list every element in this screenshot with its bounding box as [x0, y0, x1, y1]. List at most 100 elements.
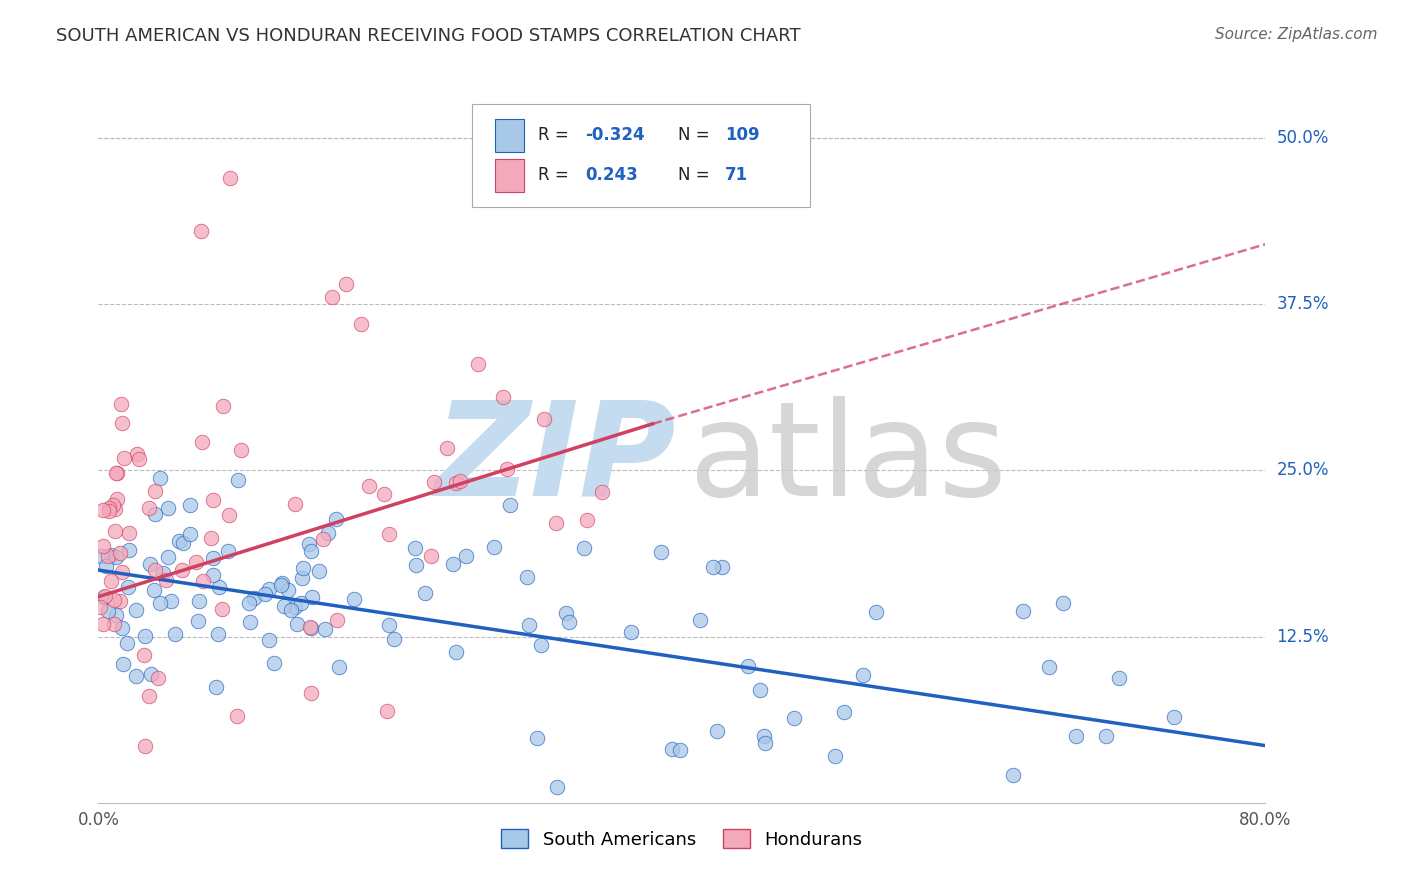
Point: [280, 602, 302, 616]
Point: [259, 582, 281, 596]
Point: [89, 600, 111, 615]
Point: [134, 739, 156, 754]
Point: [291, 561, 314, 575]
Point: [519, 618, 541, 632]
Text: R =: R =: [538, 126, 575, 144]
Point: [706, 724, 728, 739]
Point: [124, 669, 146, 683]
Point: [105, 492, 128, 507]
Text: N =: N =: [679, 126, 716, 144]
Bar: [495, 159, 524, 192]
Point: [326, 613, 349, 627]
Point: [190, 434, 212, 449]
Point: [546, 780, 568, 794]
Point: [115, 636, 138, 650]
Point: [299, 621, 322, 635]
Point: [160, 594, 183, 608]
Point: [299, 686, 322, 700]
Point: [575, 513, 598, 527]
Point: [749, 682, 772, 697]
Text: 109: 109: [725, 126, 759, 144]
Point: [382, 632, 405, 647]
Point: [128, 452, 150, 467]
Point: [851, 667, 873, 681]
Point: [263, 656, 285, 670]
Point: [321, 290, 343, 304]
Point: [1052, 596, 1074, 610]
Point: [530, 638, 553, 652]
Point: [105, 549, 128, 564]
Point: [359, 479, 381, 493]
Point: [557, 615, 579, 629]
Point: [167, 534, 190, 549]
Point: [212, 400, 235, 414]
Point: [97, 504, 120, 518]
Point: [702, 560, 724, 574]
Point: [277, 583, 299, 598]
Point: [496, 462, 519, 476]
Point: [301, 590, 323, 604]
Point: [754, 735, 776, 749]
Point: [118, 542, 141, 557]
Point: [91, 617, 114, 632]
Point: [157, 500, 180, 515]
Point: [205, 680, 228, 694]
Point: [141, 667, 163, 681]
Point: [218, 508, 240, 523]
Text: 0.243: 0.243: [585, 166, 638, 185]
Point: [865, 606, 887, 620]
Point: [378, 617, 401, 632]
Point: [689, 613, 711, 627]
Point: [285, 617, 308, 632]
Point: [200, 531, 222, 545]
Point: [298, 619, 321, 633]
Point: [591, 484, 613, 499]
Point: [737, 659, 759, 673]
Point: [208, 580, 231, 594]
Point: [143, 564, 166, 578]
Point: [149, 596, 172, 610]
Point: [91, 503, 114, 517]
Point: [132, 648, 155, 663]
Point: [93, 590, 115, 604]
Point: [110, 397, 132, 411]
Point: [752, 729, 775, 743]
Point: [148, 671, 170, 685]
Point: [482, 540, 505, 554]
Point: [96, 604, 118, 618]
Point: [96, 558, 118, 573]
Point: [436, 442, 458, 456]
Point: [441, 558, 464, 572]
Point: [290, 596, 312, 610]
Point: [125, 602, 148, 616]
Point: [373, 487, 395, 501]
Point: [375, 705, 398, 719]
Point: [1108, 671, 1130, 685]
Point: [405, 558, 427, 572]
Point: [308, 564, 330, 578]
FancyBboxPatch shape: [472, 104, 810, 207]
Point: [1012, 604, 1035, 618]
Point: [202, 492, 225, 507]
Point: [191, 574, 214, 589]
Point: [142, 583, 165, 598]
Point: [103, 593, 125, 607]
Point: [1094, 729, 1116, 743]
Point: [104, 501, 127, 516]
Point: [111, 657, 134, 671]
Point: [454, 549, 477, 564]
Point: [492, 390, 515, 404]
Point: [239, 615, 262, 629]
Point: [314, 622, 336, 636]
Point: [91, 539, 114, 553]
Point: [420, 549, 443, 564]
Point: [111, 565, 134, 579]
Point: [125, 447, 148, 461]
Point: [335, 277, 357, 292]
Text: atlas: atlas: [688, 395, 1007, 523]
Point: [117, 580, 139, 594]
Point: [444, 475, 467, 490]
Point: [110, 594, 132, 608]
Point: [101, 498, 124, 512]
Point: [284, 497, 307, 511]
